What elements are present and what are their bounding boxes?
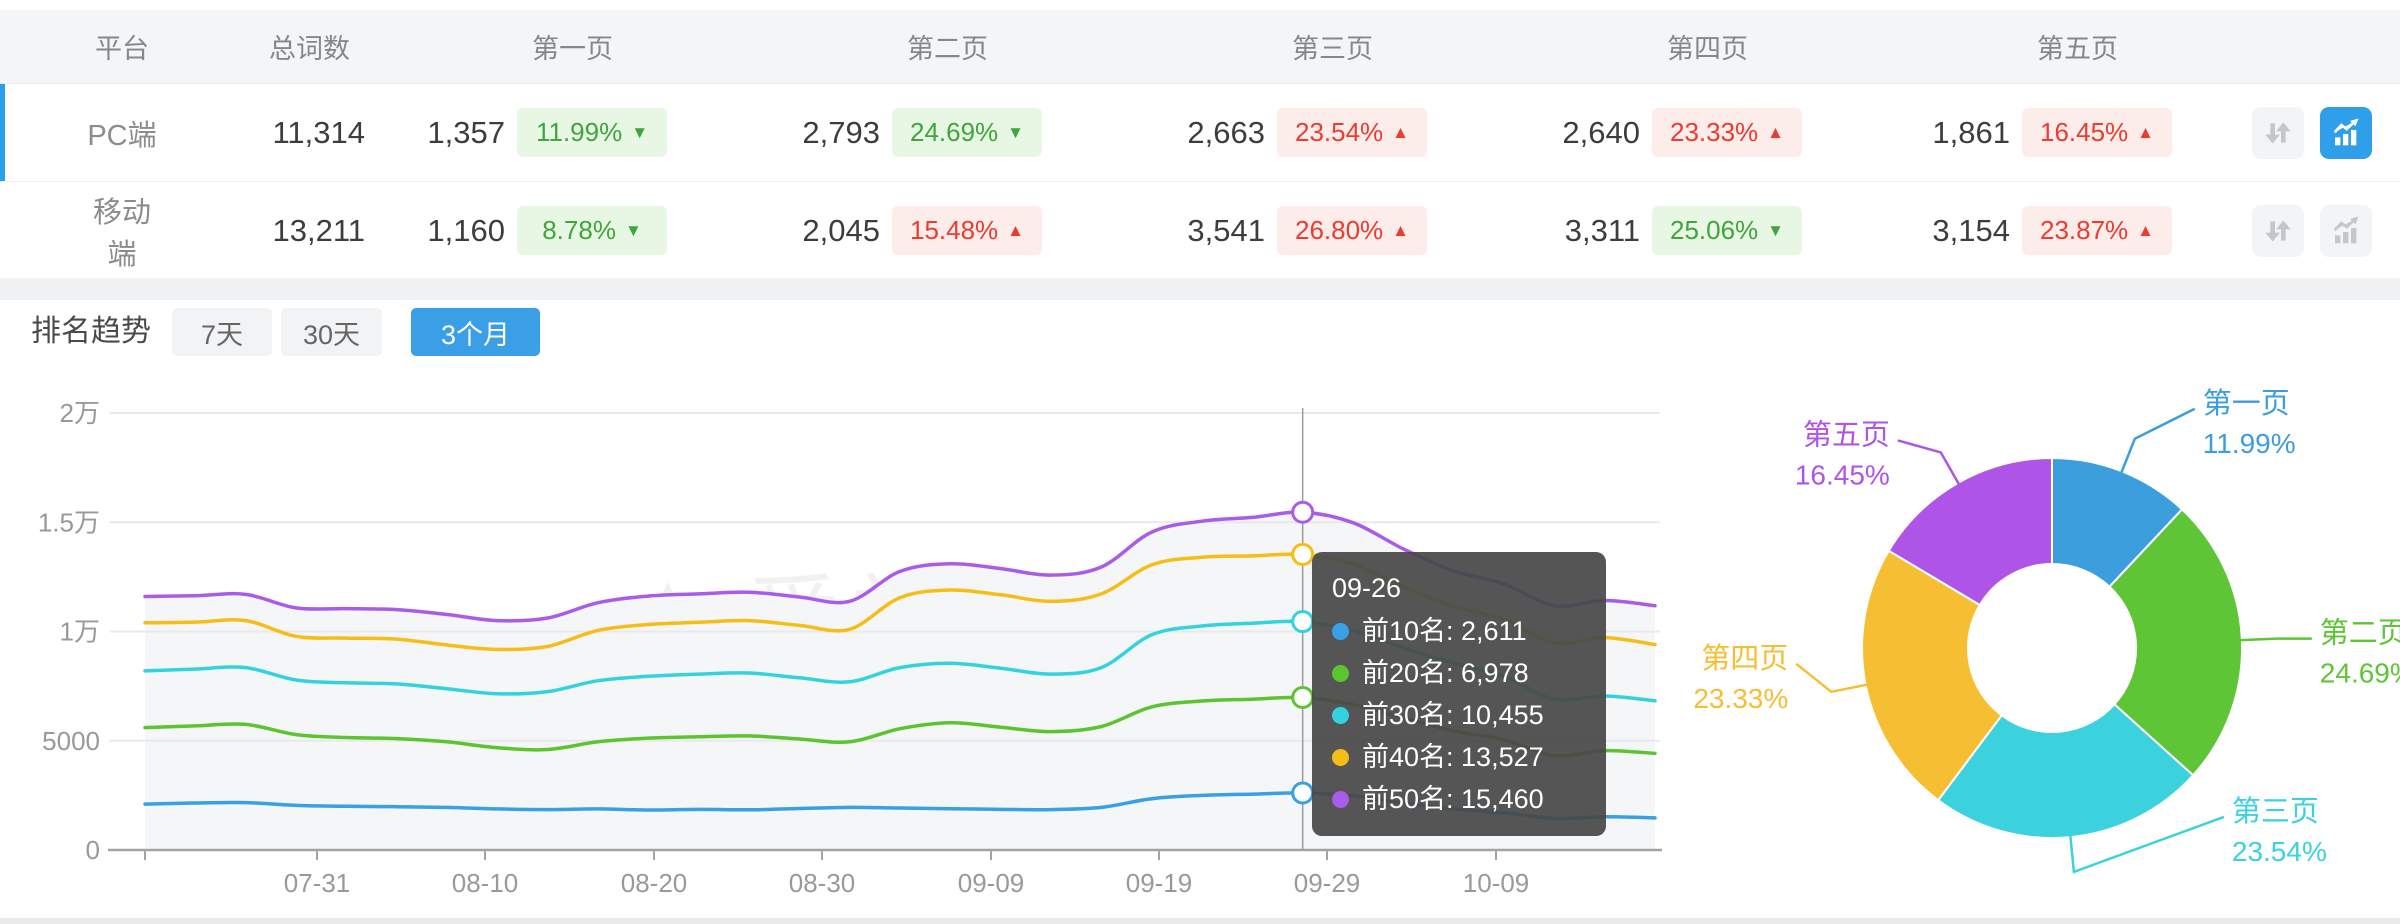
table-header-row: 平台 总词数 第一页 第二页 第三页 第四页 第五页 — [0, 10, 2400, 84]
page4-change-badge: 23.33% ▲ — [1652, 108, 1802, 157]
svg-text:09-09: 09-09 — [958, 868, 1025, 898]
donut-slice-2[interactable] — [2108, 507, 2244, 777]
series-color-dot-icon — [1332, 622, 1349, 640]
rank-table: 平台 总词数 第一页 第二页 第三页 第四页 第五页 PC端 11,314 1,… — [0, 10, 2400, 280]
sort-arrows-icon — [2265, 121, 2291, 144]
series-color-dot-icon — [1332, 706, 1349, 724]
tooltip-series-value: 前10名: 2,611 — [1362, 616, 1527, 646]
col-header-page4: 第四页 — [1667, 34, 1748, 64]
tab-30-days[interactable]: 30天 — [281, 308, 382, 356]
col-header-page1: 第一页 — [532, 34, 613, 64]
page5-change-badge: 16.45% ▲ — [2022, 108, 2172, 157]
tooltip-series-value: 前20名: 6,978 — [1362, 658, 1529, 688]
svg-text:1.5万: 1.5万 — [38, 507, 100, 537]
page2-change-badge: 24.69% ▼ — [892, 108, 1042, 157]
donut-label-percent: 23.33% — [1693, 683, 1788, 714]
table-row-mobile[interactable]: 移动端 13,211 1,160 8.78% ▼ 2,045 15.48% ▲ 3,… — [0, 182, 2400, 280]
sort-arrows-button[interactable] — [2252, 204, 2304, 257]
platform-label: 移动端 — [92, 196, 151, 271]
tooltip-series-row: 前40名: 13,527 — [1332, 736, 1586, 778]
donut-label-percent: 24.69% — [2320, 658, 2400, 689]
svg-text:08-20: 08-20 — [621, 868, 688, 898]
page2-count: 2,045 — [802, 212, 880, 248]
chart-tooltip: 09-26 前10名: 2,611 前20名: 6,978 前30名: 10,455… — [1312, 552, 1606, 836]
section-divider — [0, 278, 2400, 300]
total-words-value: 11,314 — [272, 114, 365, 150]
svg-text:2万: 2万 — [60, 398, 100, 428]
sort-arrows-icon — [2265, 219, 2291, 242]
svg-text:08-10: 08-10 — [452, 868, 519, 898]
page4-count: 3,311 — [1564, 212, 1640, 248]
platform-label: PC端 — [87, 119, 157, 152]
page1-count: 1,357 — [427, 114, 505, 150]
total-words-value: 13,211 — [272, 212, 365, 248]
page5-count: 3,154 — [1932, 212, 2010, 248]
col-header-page3: 第三页 — [1292, 34, 1373, 64]
svg-text:07-31: 07-31 — [284, 868, 351, 898]
page5-change-badge: 23.87% ▲ — [2022, 206, 2172, 255]
series-color-dot-icon — [1332, 664, 1349, 682]
col-header-platform: 平台 — [95, 34, 149, 64]
col-header-page5: 第五页 — [2037, 34, 2118, 64]
trend-chart-icon — [2333, 118, 2359, 145]
svg-text:0: 0 — [86, 835, 100, 865]
tooltip-series-row: 前10名: 2,611 — [1332, 610, 1586, 652]
page2-count: 2,793 — [802, 114, 880, 150]
page3-change-badge: 26.80% ▲ — [1277, 206, 1427, 255]
tooltip-series-row: 前50名: 15,460 — [1332, 778, 1586, 820]
donut-slice-4[interactable] — [1861, 549, 2004, 802]
series-color-dot-icon — [1332, 748, 1349, 766]
tooltip-series-row: 前20名: 6,978 — [1332, 652, 1586, 694]
sort-arrows-button[interactable] — [2252, 106, 2304, 159]
col-header-page2: 第二页 — [907, 34, 988, 64]
page3-change-badge: 23.54% ▲ — [1277, 108, 1427, 157]
donut-label-name: 第四页 — [1701, 642, 1788, 675]
trend-chart-button[interactable] — [2320, 106, 2372, 159]
page1-change-badge: 11.99% ▼ — [517, 108, 667, 157]
donut-label-percent: 23.54% — [2232, 836, 2327, 867]
tooltip-date: 09-26 — [1332, 573, 1402, 603]
donut-label-name: 第二页 — [2320, 617, 2400, 650]
donut-label-name: 第一页 — [2203, 387, 2290, 420]
donut-slice-5[interactable] — [1887, 456, 2053, 607]
trend-chart-button[interactable] — [2320, 204, 2372, 257]
tab-7-days[interactable]: 7天 — [172, 308, 272, 356]
tooltip-series-value: 前40名: 13,527 — [1362, 742, 1544, 772]
page3-count: 2,663 — [1187, 114, 1265, 150]
svg-text:09-29: 09-29 — [1294, 868, 1361, 898]
trend-chart-icon — [2333, 216, 2359, 243]
svg-text:09-19: 09-19 — [1126, 868, 1193, 898]
page4-change-badge: 25.06% ▼ — [1652, 206, 1802, 255]
donut-label-name: 第三页 — [2232, 795, 2319, 828]
page2-change-badge: 15.48% ▲ — [892, 206, 1042, 255]
donut-label-name: 第五页 — [1803, 418, 1890, 451]
table-row-pc[interactable]: PC端 11,314 1,357 11.99% ▼ 2,793 24.69% ▼ 2… — [0, 84, 2400, 182]
series-color-dot-icon — [1332, 790, 1349, 808]
tooltip-series-row: 前30名: 10,455 — [1332, 694, 1586, 736]
page3-count: 3,541 — [1187, 212, 1265, 248]
tooltip-series-value: 前30名: 10,455 — [1362, 700, 1544, 730]
trend-section-title: 排名趋势 — [31, 315, 151, 348]
svg-text:08-30: 08-30 — [789, 868, 856, 898]
donut-slice-3[interactable] — [1936, 702, 2195, 840]
donut-label-percent: 11.99% — [2203, 428, 2296, 459]
page-distribution-donut-chart[interactable]: 第一页 11.99% 第二页 24.69% 第三页 23.54% 第四页 23.33% 第五页 1… — [1650, 370, 2400, 924]
page4-count: 2,640 — [1562, 114, 1640, 150]
tooltip-series-value: 前50名: 15,460 — [1362, 784, 1544, 814]
page5-count: 1,861 — [1932, 114, 2010, 150]
svg-text:5000: 5000 — [42, 726, 100, 756]
bottom-edge — [0, 918, 2400, 924]
svg-text:10-09: 10-09 — [1463, 868, 1530, 898]
donut-label-percent: 16.45% — [1795, 459, 1890, 490]
svg-text:1万: 1万 — [60, 617, 100, 647]
tab-3-months[interactable]: 3个月 — [411, 308, 540, 356]
page1-change-badge: 8.78% ▼ — [517, 206, 667, 255]
page1-count: 1,160 — [427, 212, 505, 248]
col-header-total-words: 总词数 — [269, 34, 350, 64]
